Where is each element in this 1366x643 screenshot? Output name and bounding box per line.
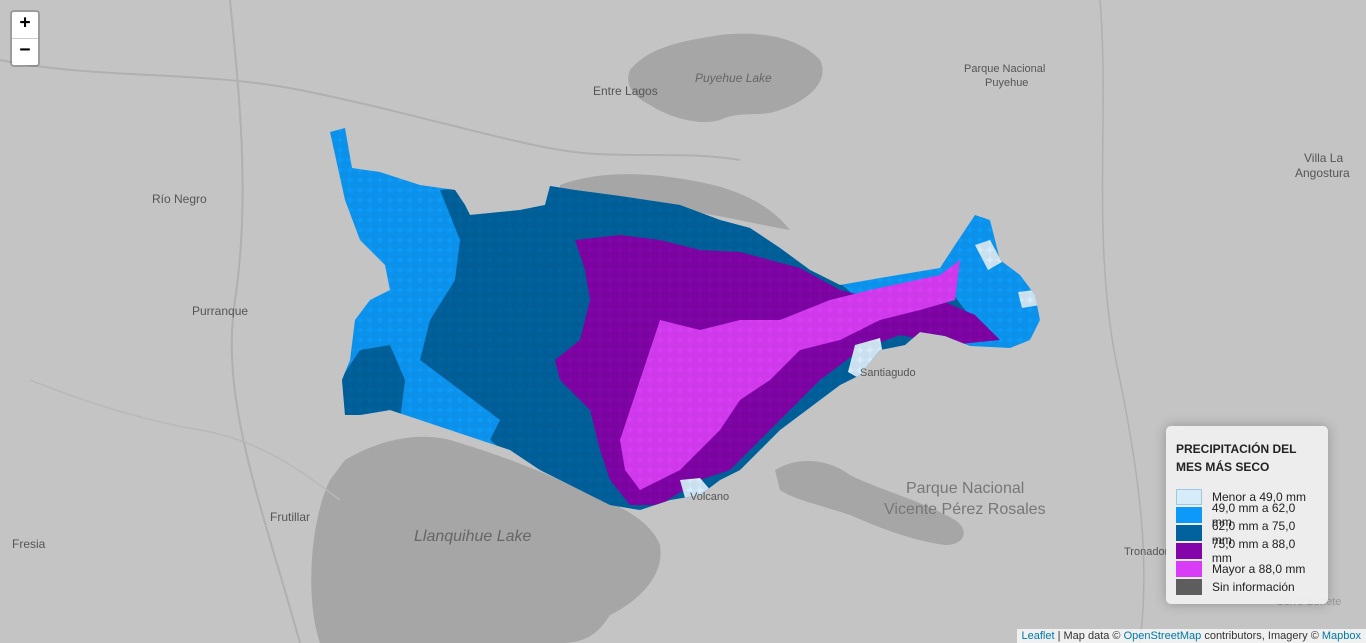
road-line (0, 59, 741, 161)
legend-item: 75,0 mm a 88,0 mm (1176, 537, 1318, 565)
attribution: Leaflet | Map data © OpenStreetMap contr… (1016, 629, 1366, 643)
road-line (29, 379, 341, 501)
osm-link[interactable]: OpenStreetMap (1123, 630, 1202, 642)
place-label: Fresia (12, 537, 46, 551)
legend-swatch (1176, 561, 1202, 577)
zoom-in-button[interactable]: + (12, 12, 38, 39)
legend-swatch (1176, 525, 1202, 541)
leaflet-link[interactable]: Leaflet (1021, 630, 1055, 642)
puyehue-lake (628, 33, 823, 123)
place-label: Vicente Pérez Rosales (884, 501, 1046, 518)
place-label: Frutillar (270, 510, 310, 524)
place-label: Parque Nacional (964, 63, 1045, 75)
legend-item: 49,0 mm a 62,0 mm (1176, 501, 1318, 529)
place-label: Volcano (690, 491, 729, 503)
rupanco-lake (560, 174, 790, 230)
road-line (229, 0, 301, 643)
legend-label: Sin información (1212, 580, 1295, 594)
place-label: Río Negro (152, 192, 207, 206)
todos-los-santos-lake (775, 460, 964, 545)
legend-label: 62,0 mm a 75,0 mm (1211, 519, 1296, 547)
legend: PRECIPITACIÓN DEL MES MÁS SECO Menor a 4… (1166, 426, 1328, 604)
place-label: Purranque (192, 304, 248, 318)
legend-label: 49,0 mm a 62,0 mm (1211, 501, 1296, 529)
place-label: Parque Nacional (906, 480, 1024, 497)
zoom-out-button[interactable]: − (19, 39, 31, 60)
legend-label: 75,0 mm a 88,0 mm (1211, 537, 1296, 565)
place-label: Puyehue (985, 77, 1028, 89)
attribution-text: | Map data © (1054, 630, 1124, 642)
legend-swatch (1176, 489, 1202, 505)
place-label: Angostura (1295, 166, 1350, 180)
legend-item: Menor a 49,0 mm (1176, 488, 1318, 506)
place-label: Puyehue Lake (695, 71, 772, 85)
road-line (1099, 0, 1145, 643)
legend-swatch (1176, 543, 1202, 559)
legend-title: PRECIPITACIÓN DEL MES MÁS SECO (1176, 442, 1297, 474)
place-label: Llanquihue Lake (414, 528, 532, 545)
legend-label: Mayor a 88,0 mm (1212, 562, 1306, 576)
legend-item: Mayor a 88,0 mm (1176, 560, 1318, 578)
legend-swatch (1176, 507, 1202, 523)
place-label: Santiagudo (860, 367, 916, 379)
place-label: Entre Lagos (593, 84, 658, 98)
zoom-control: + − (10, 10, 40, 67)
attribution-text: contributors, Imagery © (1201, 630, 1322, 642)
legend-label: Menor a 49,0 mm (1212, 490, 1307, 504)
place-label: Tronador (1124, 546, 1169, 558)
llanquihue-lake (311, 436, 661, 643)
legend-item: 62,0 mm a 75,0 mm (1176, 519, 1318, 547)
mapbox-link[interactable]: Mapbox (1321, 630, 1361, 642)
place-label: Villa La (1304, 151, 1343, 165)
legend-swatch (1176, 579, 1202, 595)
legend-item: Sin información (1176, 578, 1318, 596)
